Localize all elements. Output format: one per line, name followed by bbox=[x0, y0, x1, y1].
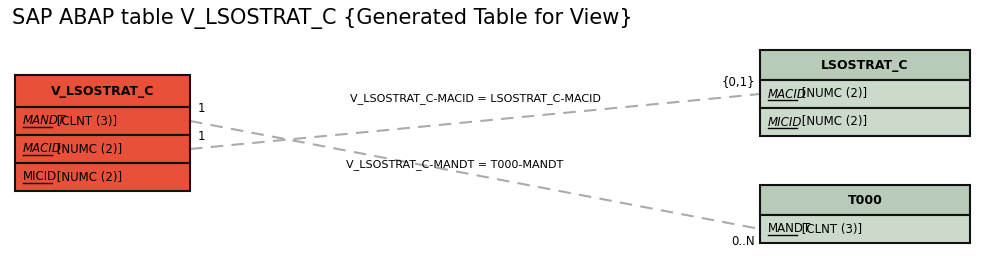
Bar bbox=[15, 163, 190, 191]
Bar bbox=[15, 107, 190, 135]
Text: MANDT: MANDT bbox=[768, 222, 812, 235]
Bar bbox=[760, 50, 970, 80]
Text: MANDT: MANDT bbox=[23, 115, 66, 127]
Text: V_LSOSTRAT_C: V_LSOSTRAT_C bbox=[51, 85, 155, 98]
Text: MACID: MACID bbox=[23, 143, 61, 156]
Text: V_LSOSTRAT_C-MANDT = T000-MANDT: V_LSOSTRAT_C-MANDT = T000-MANDT bbox=[347, 159, 564, 170]
Text: SAP ABAP table V_LSOSTRAT_C {Generated Table for View}: SAP ABAP table V_LSOSTRAT_C {Generated T… bbox=[12, 8, 632, 29]
Bar bbox=[15, 135, 190, 163]
Text: [NUMC (2)]: [NUMC (2)] bbox=[53, 170, 122, 183]
Text: {0,1}: {0,1} bbox=[721, 75, 755, 88]
Text: LSOSTRAT_C: LSOSTRAT_C bbox=[822, 59, 909, 72]
Text: T000: T000 bbox=[847, 193, 882, 207]
Text: V_LSOSTRAT_C-MACID = LSOSTRAT_C-MACID: V_LSOSTRAT_C-MACID = LSOSTRAT_C-MACID bbox=[350, 93, 601, 104]
Text: [NUMC (2)]: [NUMC (2)] bbox=[53, 143, 122, 156]
Text: MACID: MACID bbox=[768, 88, 807, 101]
Text: [NUMC (2)]: [NUMC (2)] bbox=[798, 115, 867, 128]
Text: 1: 1 bbox=[198, 102, 205, 115]
Text: 1: 1 bbox=[198, 130, 205, 143]
Text: [CLNT (3)]: [CLNT (3)] bbox=[53, 115, 117, 127]
Bar bbox=[760, 108, 970, 136]
Bar bbox=[15, 75, 190, 107]
Text: MICID: MICID bbox=[23, 170, 57, 183]
Text: MICID: MICID bbox=[768, 115, 803, 128]
Text: [NUMC (2)]: [NUMC (2)] bbox=[798, 88, 867, 101]
Text: 0..N: 0..N bbox=[731, 235, 755, 248]
Bar bbox=[760, 80, 970, 108]
Text: [CLNT (3)]: [CLNT (3)] bbox=[798, 222, 862, 235]
Bar bbox=[760, 185, 970, 215]
Bar bbox=[760, 215, 970, 243]
